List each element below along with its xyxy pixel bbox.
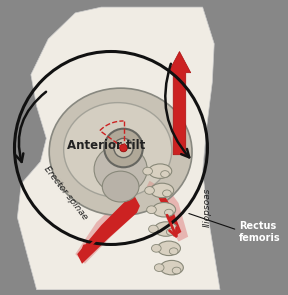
Ellipse shape [147, 206, 156, 214]
Text: Iliopsoas: Iliopsoas [203, 188, 212, 227]
Text: Erector spinae: Erector spinae [42, 165, 89, 222]
Circle shape [120, 144, 127, 152]
Ellipse shape [169, 248, 178, 255]
Ellipse shape [172, 267, 181, 274]
Polygon shape [140, 177, 188, 242]
Ellipse shape [149, 225, 158, 233]
Ellipse shape [163, 190, 171, 197]
Ellipse shape [154, 264, 164, 271]
Ellipse shape [161, 171, 169, 177]
Ellipse shape [143, 167, 152, 175]
Ellipse shape [149, 164, 172, 178]
Ellipse shape [94, 145, 147, 193]
FancyArrow shape [168, 52, 191, 155]
Ellipse shape [160, 260, 183, 275]
Ellipse shape [151, 183, 174, 198]
Text: Rectus
femoris: Rectus femoris [239, 221, 281, 243]
Polygon shape [77, 193, 140, 264]
Ellipse shape [154, 222, 177, 236]
Ellipse shape [157, 241, 181, 255]
Ellipse shape [164, 209, 173, 216]
Ellipse shape [152, 202, 176, 217]
Ellipse shape [145, 186, 154, 194]
Circle shape [114, 138, 133, 158]
Polygon shape [147, 181, 181, 237]
Ellipse shape [64, 103, 172, 197]
Text: Anterior tilt: Anterior tilt [67, 139, 145, 152]
Circle shape [104, 129, 143, 167]
Ellipse shape [166, 229, 175, 235]
Ellipse shape [49, 88, 192, 216]
Polygon shape [75, 191, 143, 264]
Ellipse shape [151, 245, 161, 252]
Ellipse shape [102, 171, 139, 202]
Polygon shape [17, 7, 220, 290]
